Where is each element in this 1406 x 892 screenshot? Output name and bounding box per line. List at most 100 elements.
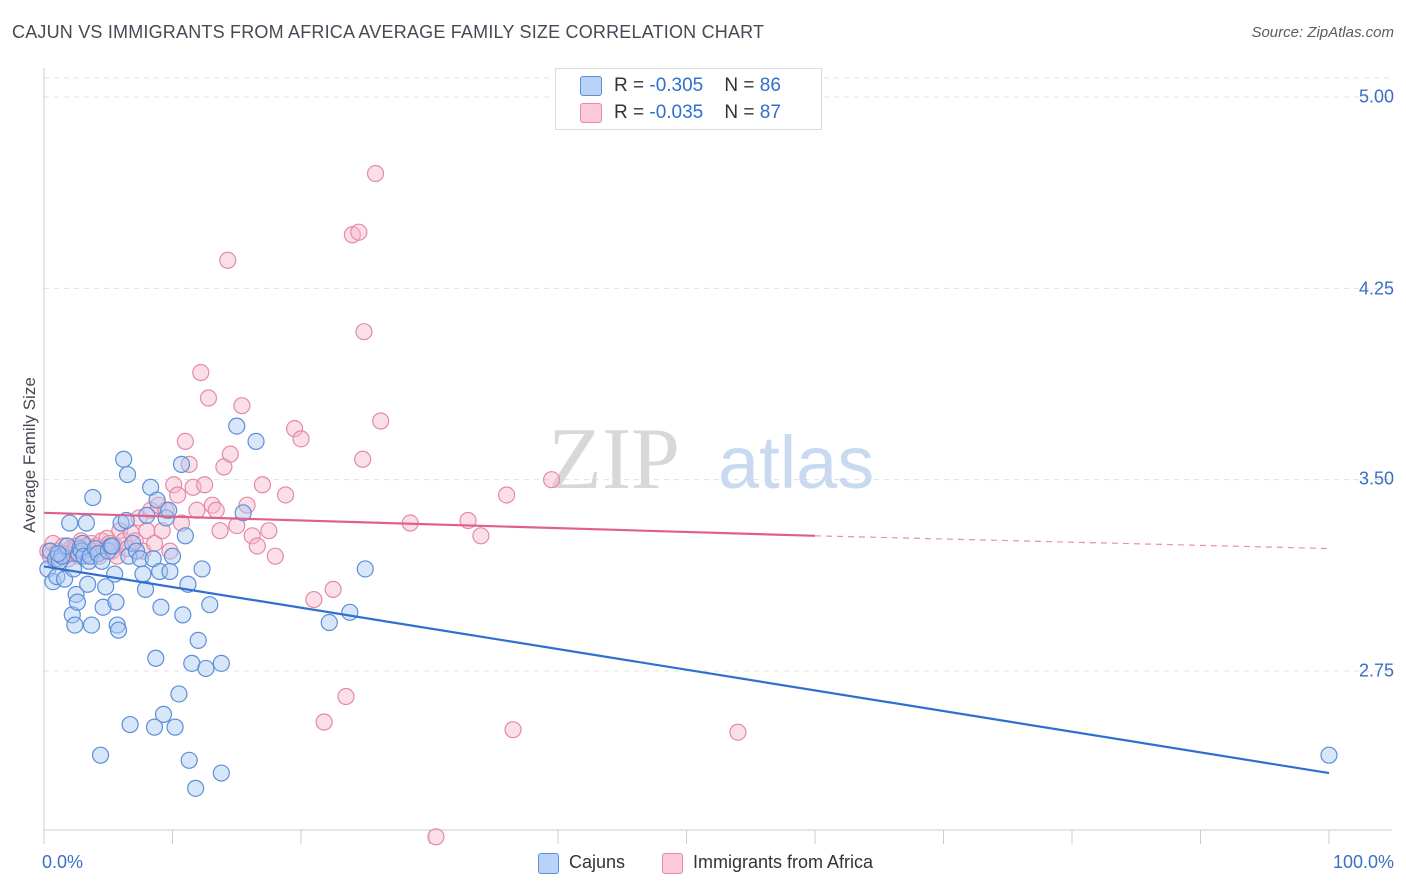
africa-point [243, 527, 261, 545]
cajuns-point [234, 504, 252, 522]
n-label: N = [724, 75, 760, 96]
legend-label: Immigrants from Africa [693, 852, 874, 872]
africa-point [305, 590, 323, 609]
chart-title: CAJUN VS IMMIGRANTS FROM AFRICA AVERAGE … [12, 22, 765, 42]
africa-point [315, 713, 333, 731]
africa-point [169, 486, 187, 504]
legend-row-africa: R = -0.035 N = 87 [580, 102, 781, 124]
source-label: Source: ZipAtlas.com [1251, 24, 1394, 41]
cajuns-trend-line [43, 565, 1330, 775]
cajuns-point [154, 705, 173, 723]
cajuns-point [63, 606, 81, 624]
x-tick-label-min: 0.0% [42, 852, 84, 872]
africa-point [285, 420, 304, 438]
watermark-zip: ZIP [548, 411, 680, 508]
r-label: R = [614, 75, 650, 96]
y-tick-label: 4.25 [1358, 278, 1394, 299]
r-value: -0.305 [649, 75, 704, 96]
series-cajuns-points [39, 417, 1338, 797]
cajuns-swatch [580, 75, 602, 96]
cajuns-point [134, 565, 152, 583]
africa-point [196, 476, 214, 494]
africa-point [153, 522, 171, 540]
africa-point [219, 251, 237, 269]
cajuns-point [91, 746, 110, 764]
africa-swatch [662, 852, 683, 874]
cajuns-point [247, 432, 265, 450]
cajuns-point [197, 659, 215, 678]
africa-trend-extension [814, 535, 1330, 550]
cajuns-point [61, 514, 79, 532]
n-label: N = [724, 102, 760, 123]
cajuns-point [49, 545, 67, 563]
watermark-atlas: atlas [718, 421, 874, 504]
gridlines [44, 77, 1392, 672]
africa-point [199, 389, 218, 407]
legend-row-cajuns: R = -0.305 N = 86 [580, 75, 781, 97]
cajuns-point [201, 596, 219, 614]
cajuns-point [84, 488, 102, 507]
cajuns-point [320, 613, 338, 632]
axes [43, 68, 1392, 844]
cajuns-point [356, 560, 374, 578]
y-axis-label: Average Family Size [20, 377, 39, 533]
cajuns-point [145, 718, 164, 736]
cajuns-swatch [538, 852, 559, 874]
cajuns-point [176, 527, 194, 545]
africa-point [276, 486, 295, 504]
cajuns-point [66, 616, 84, 634]
cajuns-point [79, 575, 97, 593]
cajuns-point [73, 534, 92, 553]
africa-point [207, 501, 225, 519]
africa-point [354, 450, 372, 468]
africa-point [366, 164, 385, 183]
cajuns-point [187, 779, 205, 797]
cajuns-point [193, 560, 211, 578]
cajuns-point [166, 718, 184, 736]
r-value: -0.035 [649, 102, 704, 123]
cajuns-point [118, 465, 137, 484]
cajuns-point [93, 552, 111, 570]
legend-item-africa[interactable]: Immigrants from Africa [662, 852, 873, 874]
africa-point [498, 486, 516, 504]
africa-point [221, 445, 239, 463]
y-tick-label: 5.00 [1358, 86, 1394, 107]
cajuns-point [189, 631, 207, 649]
africa-point [324, 580, 342, 598]
africa-point [292, 430, 310, 448]
africa-point [260, 522, 278, 540]
cajuns-point [107, 593, 125, 611]
africa-point [337, 687, 355, 706]
cajuns-point [136, 580, 155, 598]
cajuns-point [212, 764, 230, 782]
africa-point [188, 501, 206, 519]
cajuns-point [341, 603, 359, 621]
africa-point [504, 721, 522, 739]
cajuns-point [109, 621, 128, 639]
n-value: 86 [759, 75, 781, 96]
trend-lines [43, 511, 1330, 775]
africa-point [233, 397, 251, 415]
africa-point [211, 522, 229, 540]
cajuns-point [148, 491, 166, 509]
cajuns-point [163, 547, 182, 565]
cajuns-point [212, 654, 230, 672]
cajuns-point [172, 455, 191, 473]
cajuns-point [161, 562, 179, 581]
cajuns-point [170, 685, 188, 703]
legend-item-cajuns[interactable]: Cajuns [538, 852, 625, 874]
cajuns-point [77, 514, 96, 532]
x-tick-label-max: 100.0% [1332, 852, 1394, 872]
africa-point [472, 527, 490, 545]
legend-label: Cajuns [569, 852, 626, 872]
cajuns-point [121, 715, 139, 734]
cajuns-point [174, 606, 192, 624]
africa-point [427, 828, 445, 846]
cajuns-point [160, 501, 178, 519]
africa-point [350, 223, 368, 241]
africa-point [248, 537, 266, 555]
africa-trend-line [43, 511, 816, 537]
africa-point [372, 412, 390, 430]
n-value: 87 [759, 102, 781, 123]
